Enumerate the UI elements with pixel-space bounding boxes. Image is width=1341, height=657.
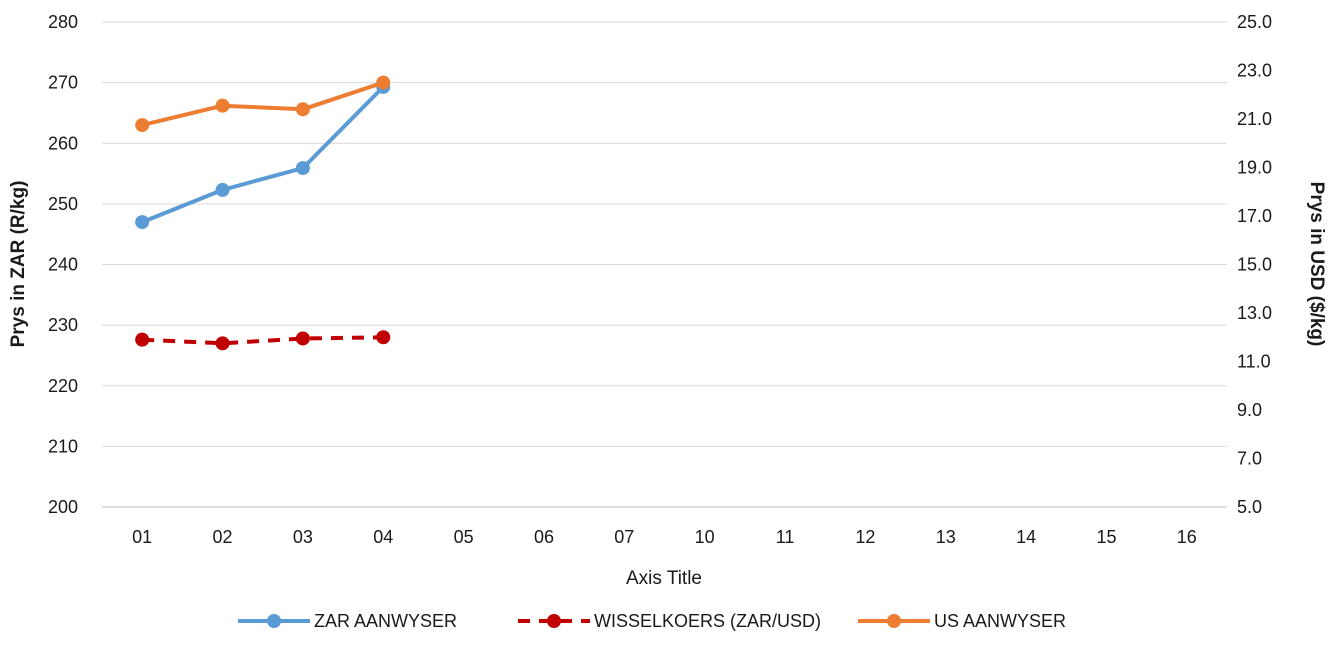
series-point-2 [215,336,230,351]
left-axis-ticks: 200 210 220 230 240 250 260 270 280 [48,12,78,517]
y2-tick-label: 15.0 [1237,255,1272,275]
y-tick-label: 250 [48,194,78,214]
y-tick-label: 270 [48,73,78,93]
gridlines [102,21,1227,508]
series-point-1 [215,182,230,197]
series-point-1 [295,161,310,176]
x-tick-label: 07 [614,527,634,547]
y2-tick-label: 19.0 [1237,158,1272,178]
series-point-2 [295,331,310,346]
y-tick-label: 260 [48,133,78,153]
legend: ZAR AANWYSER WISSELKOERS (ZAR/USD) US AANW… [238,611,1066,631]
x-tick-label: 01 [132,527,152,547]
y2-tick-label: 11.0 [1237,352,1271,372]
x-tick-label: 11 [776,527,795,547]
y2-tick-label: 23.0 [1237,61,1272,81]
series-point-3 [376,75,391,90]
x-tick-label: 04 [373,527,393,547]
y2-tick-label: 9.0 [1237,400,1262,420]
y-tick-label: 220 [48,376,78,396]
x-tick-label: 15 [1096,527,1116,547]
series-line-1 [140,84,386,225]
x-tick-label: 16 [1177,527,1197,547]
x-axis-title: Axis Title [626,568,702,589]
series-point-3 [295,102,310,117]
y2-tick-label: 7.0 [1237,449,1262,469]
y2-tick-label: 13.0 [1237,303,1272,323]
series-point-3 [135,118,150,133]
right-axis-ticks: 5.0 7.0 9.0 11.0 13.0 15.0 17.0 19.0 21.0 23.0 25.… [1237,12,1272,517]
x-tick-label: 06 [534,527,554,547]
y-tick-label: 280 [48,12,78,32]
series-line-2 [142,335,384,346]
series-point-2 [135,332,150,347]
legend-marker-1 [267,614,281,628]
x-tick-label: 14 [1016,527,1036,547]
legend-label-3: US AANWYSER [934,611,1066,631]
y-tick-label: 230 [48,315,78,335]
y-tick-label: 210 [48,436,78,456]
legend-label-2: WISSELKOERS (ZAR/USD) [594,611,821,631]
series-point-2 [376,330,391,345]
y-tick-label: 200 [48,497,78,517]
legend-label-1: ZAR AANWYSER [314,611,457,631]
x-tick-label: 10 [695,527,715,547]
series-point-3 [215,98,230,113]
y2-tick-label: 25.0 [1237,12,1272,32]
y-tick-label: 240 [48,255,78,275]
series-point-1 [135,215,150,230]
legend-marker-3 [887,614,901,628]
x-tick-label: 13 [936,527,956,547]
series-lines [135,75,391,351]
y2-tick-label: 5.0 [1237,497,1262,517]
y2-tick-label: 21.0 [1237,109,1272,129]
x-axis-ticks: 01 02 03 04 05 06 07 10 11 12 13 14 15 16 [132,527,1197,547]
y2-tick-label: 17.0 [1237,206,1272,226]
x-tick-label: 12 [855,527,875,547]
series-line-3 [140,80,386,128]
x-tick-label: 02 [213,527,233,547]
x-tick-label: 05 [454,527,474,547]
x-tick-label: 03 [293,527,313,547]
legend-marker-2 [547,614,561,628]
y2-axis-title: Prys in USD ($/kg) [1306,182,1327,347]
y-axis-title: Prys in ZAR (R/kg) [8,181,29,348]
